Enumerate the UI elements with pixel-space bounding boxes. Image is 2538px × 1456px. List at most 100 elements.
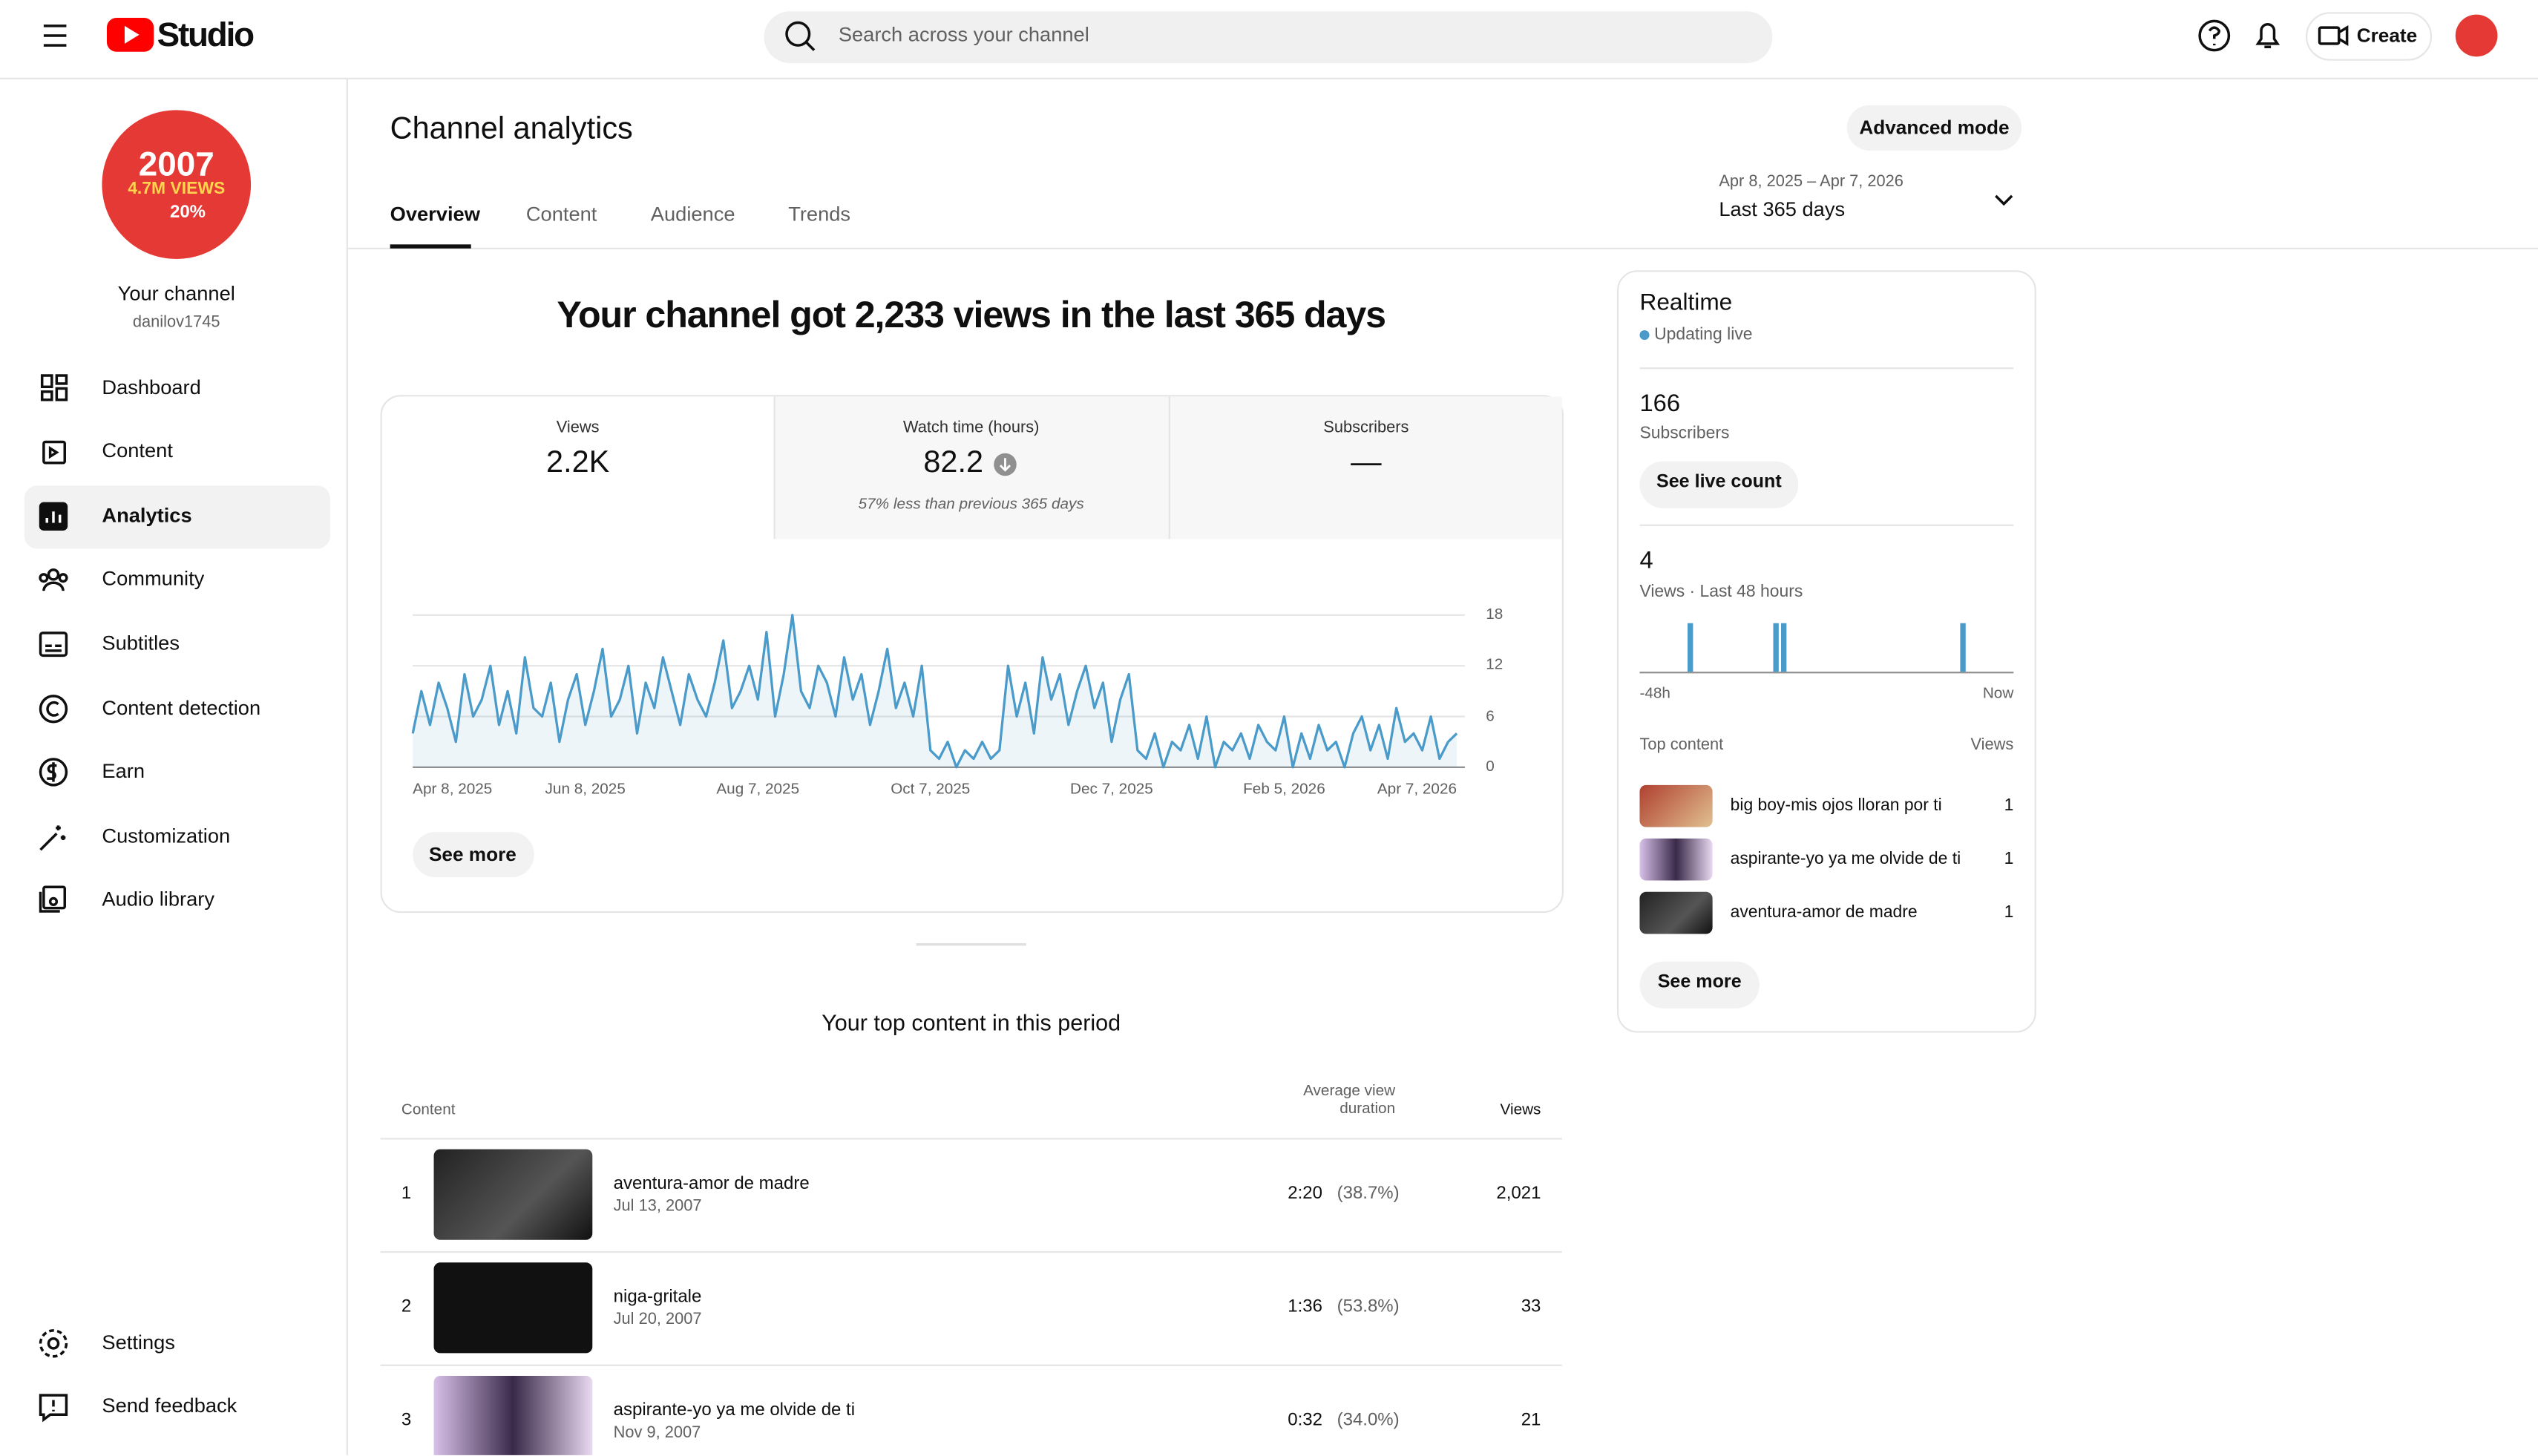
nav-item[interactable]: Analytics: [102, 504, 192, 527]
avatar-text: 4.7M VIEWS: [128, 179, 226, 199]
nav-item[interactable]: Content: [102, 439, 173, 462]
duration-percent: (38.7%): [1337, 1184, 1400, 1204]
create-button[interactable]: Create: [2356, 24, 2418, 47]
views-column: Views: [1970, 736, 2014, 755]
avatar-text: 20%: [169, 203, 206, 223]
headline: Your channel got 2,233 views in the last…: [557, 293, 1386, 335]
x-tick-label: Apr 7, 2026: [1377, 780, 1457, 798]
nav-item[interactable]: Earn: [102, 760, 145, 783]
nav-item[interactable]: Audio library: [102, 888, 214, 911]
thumbnail[interactable]: [1639, 891, 1713, 934]
column-header: Average view duration: [1303, 1082, 1396, 1119]
views: 1: [2004, 902, 2014, 922]
x-tick-label: Oct 7, 2025: [891, 780, 971, 798]
thumbnail[interactable]: [433, 1375, 593, 1455]
rank: 1: [401, 1184, 412, 1204]
tab[interactable]: Overview: [390, 203, 480, 226]
area: [413, 614, 1457, 767]
views: 2,021: [1496, 1184, 1541, 1204]
views: 1: [2004, 849, 2014, 869]
nav-item[interactable]: Customization: [102, 824, 231, 847]
video-date: Jul 13, 2007: [613, 1198, 702, 1216]
metric-value: 2.2K: [546, 446, 610, 480]
nav-item[interactable]: Subtitles: [102, 632, 180, 655]
thumbnail[interactable]: [1639, 784, 1713, 827]
subscriber-count: 166: [1639, 390, 1681, 418]
see-more-button[interactable]: See more: [428, 842, 517, 866]
tab[interactable]: Audience: [650, 203, 735, 226]
y-tick-label: 18: [1486, 606, 1504, 624]
top-content-label: Top content: [1639, 736, 1724, 755]
tab[interactable]: Trends: [788, 203, 851, 226]
search-placeholder[interactable]: Search across your channel: [838, 23, 1089, 47]
video-date: Nov 9, 2007: [613, 1424, 701, 1443]
realtime-views-label: Views · Last 48 hours: [1639, 582, 1803, 602]
duration: 0:32: [1288, 1410, 1322, 1430]
video-title[interactable]: aventura-amor de madre: [1730, 902, 1918, 922]
views: 1: [2004, 796, 2014, 816]
see-more-button[interactable]: See more: [1657, 973, 1742, 993]
line: [411, 614, 1458, 769]
bar: [1773, 623, 1779, 672]
video-date: Jul 20, 2007: [613, 1311, 702, 1329]
see-live-count-button[interactable]: See live count: [1656, 473, 1782, 493]
views: 21: [1521, 1410, 1541, 1430]
duration: 1:36: [1288, 1296, 1322, 1317]
metric-label: Views: [556, 419, 600, 437]
duration-percent: (53.8%): [1337, 1296, 1400, 1317]
channel-handle: danilov1745: [132, 314, 220, 332]
y-tick-label: 6: [1486, 707, 1495, 726]
duration: 2:20: [1288, 1184, 1322, 1204]
bar: [1780, 623, 1787, 672]
bar: [1688, 623, 1693, 672]
x-tick-label: Feb 5, 2026: [1243, 780, 1325, 798]
avatar-text: 2007: [138, 146, 214, 184]
x-tick-label: Dec 7, 2025: [1070, 780, 1153, 798]
nav-item[interactable]: Settings: [102, 1331, 175, 1354]
section-title: Your top content in this period: [822, 1009, 1121, 1036]
rank: 2: [401, 1296, 412, 1317]
column-header: Content: [401, 1101, 456, 1119]
y-tick-label: 0: [1486, 758, 1495, 776]
video-title[interactable]: aspirante-yo ya me olvide de ti: [613, 1400, 856, 1420]
realtime-status: Updating live: [1654, 324, 1753, 344]
x-tick-label: Now: [1982, 685, 2014, 704]
rank: 3: [401, 1410, 412, 1430]
views: 33: [1521, 1296, 1541, 1317]
metric-label: Subscribers: [1323, 419, 1409, 437]
thumbnail[interactable]: [433, 1149, 593, 1240]
nav-item[interactable]: Dashboard: [102, 376, 201, 399]
period[interactable]: Last 365 days: [1719, 198, 1846, 221]
x-tick-label: Aug 7, 2025: [716, 780, 800, 798]
x-tick-label: -48h: [1639, 685, 1670, 704]
video-title[interactable]: big boy-mis ojos lloran por ti: [1730, 796, 1942, 816]
nav-item[interactable]: Content detection: [102, 696, 261, 720]
page-title: Channel analytics: [390, 112, 633, 147]
nav-item[interactable]: Community: [102, 567, 205, 591]
x-tick-label: Jun 8, 2025: [545, 780, 626, 798]
bar: [1960, 623, 1966, 672]
tab[interactable]: Content: [525, 203, 597, 226]
x-tick-label: Apr 8, 2025: [413, 780, 493, 798]
nav-item[interactable]: Send feedback: [102, 1394, 237, 1417]
y-tick-label: 12: [1486, 656, 1504, 675]
subscriber-label: Subscribers: [1639, 423, 1730, 443]
thumbnail[interactable]: [1639, 838, 1713, 881]
advanced-mode-button[interactable]: Advanced mode: [1859, 116, 2010, 140]
metric-value: —: [1351, 446, 1382, 480]
video-title[interactable]: niga-gritale: [613, 1287, 702, 1308]
date-range[interactable]: Apr 8, 2025 – Apr 7, 2026: [1719, 173, 1904, 191]
metric-label: Watch time (hours): [902, 419, 1040, 437]
channel-title: Your channel: [117, 282, 235, 306]
realtime-views: 4: [1639, 547, 1653, 575]
duration-percent: (34.0%): [1337, 1410, 1400, 1430]
video-title[interactable]: aspirante-yo ya me olvide de ti: [1730, 849, 1961, 869]
thumbnail[interactable]: [433, 1262, 593, 1354]
metric-value: 82.2: [923, 446, 984, 480]
metric-note: 57% less than previous 365 days: [858, 496, 1084, 514]
column-header: Views: [1500, 1101, 1541, 1119]
video-title[interactable]: aventura-amor de madre: [613, 1174, 810, 1194]
